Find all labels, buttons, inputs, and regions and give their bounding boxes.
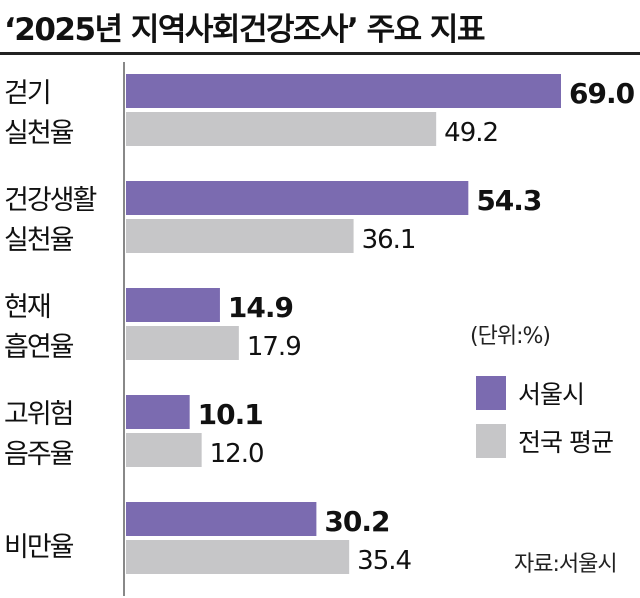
bar-national (126, 112, 437, 146)
bar-national (126, 219, 354, 253)
bar-seoul (126, 502, 317, 536)
legend-label-seoul: 서울시 (518, 380, 585, 409)
value-label-seoul: 30.2 (324, 505, 389, 538)
category-label: 건강생활 실천율 (4, 185, 97, 256)
chart-title: ‘2025년 지역사회건강조사’ 주요 지표 (4, 12, 485, 48)
category-label: 걷기 실천율 (4, 78, 74, 149)
source-note: 자료:서울시 (514, 552, 618, 577)
legend-swatch-seoul (476, 376, 506, 410)
value-label-seoul: 10.1 (198, 398, 263, 431)
value-label-seoul: 14.9 (228, 291, 293, 324)
value-label-national: 17.9 (247, 332, 301, 362)
bar-national (126, 433, 202, 467)
bar-national (126, 540, 350, 574)
bar-seoul (126, 288, 220, 322)
legend-label-national: 전국 평균 (518, 428, 614, 457)
category-label: 비만율 (4, 532, 74, 563)
value-label-seoul: 54.3 (476, 184, 541, 217)
bar-national (126, 326, 239, 360)
title-divider (0, 52, 640, 55)
category-label: 현재 흡연율 (4, 292, 74, 363)
bar-seoul (126, 181, 469, 215)
value-label-national: 35.4 (357, 546, 411, 576)
value-label-national: 36.1 (362, 225, 416, 255)
value-label-national: 12.0 (210, 439, 264, 469)
legend-item-seoul: 서울시 (476, 376, 585, 410)
legend-item-national: 전국 평균 (476, 424, 614, 458)
value-label-national: 49.2 (444, 118, 498, 148)
value-label-seoul: 69.0 (569, 77, 635, 110)
legend-swatch-national (476, 424, 506, 458)
bar-seoul (126, 74, 561, 108)
category-label: 고위험 음주율 (4, 399, 74, 470)
bar-seoul (126, 395, 190, 429)
unit-note: (단위:%) (470, 324, 551, 349)
